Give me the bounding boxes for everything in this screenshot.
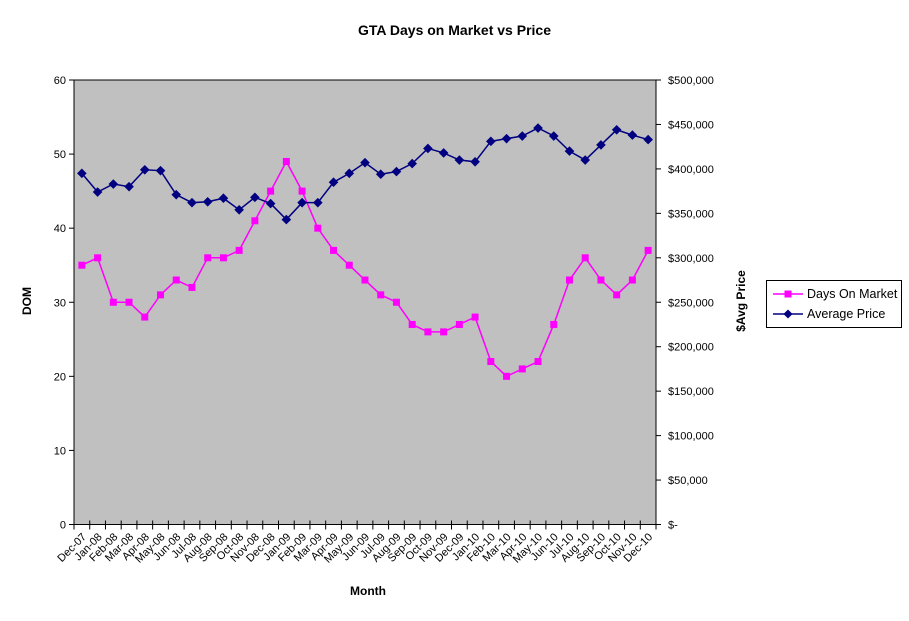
y-right-tick-label: $500,000: [668, 75, 714, 87]
y-left-tick-label: 50: [54, 149, 66, 161]
y-right-tick-label: $200,000: [668, 342, 714, 354]
y-left-axis-title: DOM: [20, 287, 34, 315]
average-price-marker: [564, 146, 575, 156]
average-price-marker: [250, 192, 260, 203]
days-on-market-marker: [565, 276, 573, 284]
days-on-market-marker: [455, 320, 463, 328]
average-price-marker: [77, 168, 87, 179]
y-right-tick-label: $450,000: [668, 119, 714, 131]
days-on-market-sample-icon: [773, 290, 803, 298]
y-left-tick-label: 40: [54, 223, 66, 235]
days-on-market-marker: [503, 372, 511, 380]
average-price-marker: [202, 196, 213, 207]
y-right-tick-label: $50,000: [668, 475, 708, 487]
days-on-market-marker: [581, 254, 589, 262]
days-on-market-marker: [188, 283, 196, 291]
y-right-axis-title: $Avg Price: [734, 270, 748, 332]
average-price-marker: [627, 130, 638, 140]
days-on-market-marker: [597, 276, 605, 284]
average-price-marker: [155, 165, 166, 176]
days-on-market-marker: [440, 328, 448, 336]
days-on-market-marker: [78, 261, 86, 269]
average-price-marker: [611, 124, 622, 135]
days-on-market-marker: [613, 291, 621, 299]
y-right-tick-label: $400,000: [668, 164, 714, 176]
y-left-tick-label: 0: [60, 520, 66, 532]
plot-area: [73, 79, 657, 525]
days-on-market-marker: [361, 276, 369, 284]
y-right-tick-label: $150,000: [668, 386, 714, 398]
average-price-marker: [187, 197, 197, 208]
legend-label-days-on-market: Days On Market: [807, 287, 898, 301]
days-on-market-marker: [267, 187, 275, 195]
days-on-market-marker: [518, 365, 526, 373]
days-on-market-marker: [219, 254, 227, 262]
average-price-marker: [234, 204, 244, 215]
days-on-market-marker: [172, 276, 180, 284]
y-left-tick-label: 20: [54, 371, 66, 383]
days-on-market-marker: [141, 313, 149, 321]
average-price-marker: [297, 197, 307, 208]
days-on-market-marker: [628, 276, 636, 284]
days-on-market-marker: [377, 291, 385, 299]
days-on-market-marker: [282, 157, 290, 165]
days-on-market-marker: [487, 358, 495, 366]
legend-item-days-on-market: Days On Market: [772, 284, 899, 304]
y-right-tick-label: $300,000: [668, 253, 714, 265]
y-right-tick-label: $250,000: [668, 297, 714, 309]
average-price-sample-icon: [773, 309, 803, 319]
y-left-tick-label: 60: [54, 75, 66, 87]
y-left-tick-label: 30: [54, 297, 66, 309]
chart-title: GTA Days on Market vs Price: [358, 22, 551, 38]
days-on-market-marker: [204, 254, 212, 262]
y-right-tick-label: $350,000: [668, 208, 714, 220]
average-price-marker: [360, 157, 370, 168]
average-price-marker: [423, 143, 433, 154]
days-on-market-marker: [298, 187, 306, 195]
days-on-market-marker: [109, 298, 117, 306]
days-on-market-marker: [550, 320, 558, 328]
average-price-marker: [139, 164, 150, 175]
average-price-marker: [218, 193, 229, 204]
days-on-market-marker: [534, 358, 542, 366]
days-on-market-marker: [345, 261, 353, 269]
days-on-market-marker: [235, 246, 243, 254]
legend-label-average-price: Average Price: [807, 307, 886, 321]
average-price-marker: [533, 123, 543, 133]
days-on-market-marker: [644, 246, 652, 254]
days-on-market-marker: [471, 313, 479, 321]
legend: Days On Market Average Price: [766, 280, 902, 328]
days-on-market-marker: [94, 254, 102, 262]
average-price-marker: [596, 140, 606, 150]
average-price-marker: [580, 155, 591, 165]
days-on-market-marker: [157, 291, 165, 299]
days-on-market-marker: [251, 217, 259, 225]
average-price-marker: [124, 181, 134, 192]
y-left-tick-label: 10: [54, 445, 66, 457]
days-on-market-marker: [125, 298, 133, 306]
average-price-marker: [391, 166, 402, 177]
average-price-marker: [171, 189, 182, 200]
days-on-market-marker: [392, 298, 400, 306]
y-right-tick-label: $100,000: [668, 431, 714, 443]
days-on-market-marker: [314, 224, 322, 232]
days-on-market-marker: [330, 246, 338, 254]
average-price-marker: [313, 197, 323, 208]
days-on-market-marker: [424, 328, 432, 336]
legend-item-average-price: Average Price: [772, 304, 899, 324]
average-price-marker: [486, 136, 496, 147]
y-right-tick-label: $-: [668, 520, 678, 532]
average-price-marker: [108, 179, 119, 189]
days-on-market-marker: [408, 320, 416, 328]
x-axis-title: Month: [350, 584, 386, 598]
